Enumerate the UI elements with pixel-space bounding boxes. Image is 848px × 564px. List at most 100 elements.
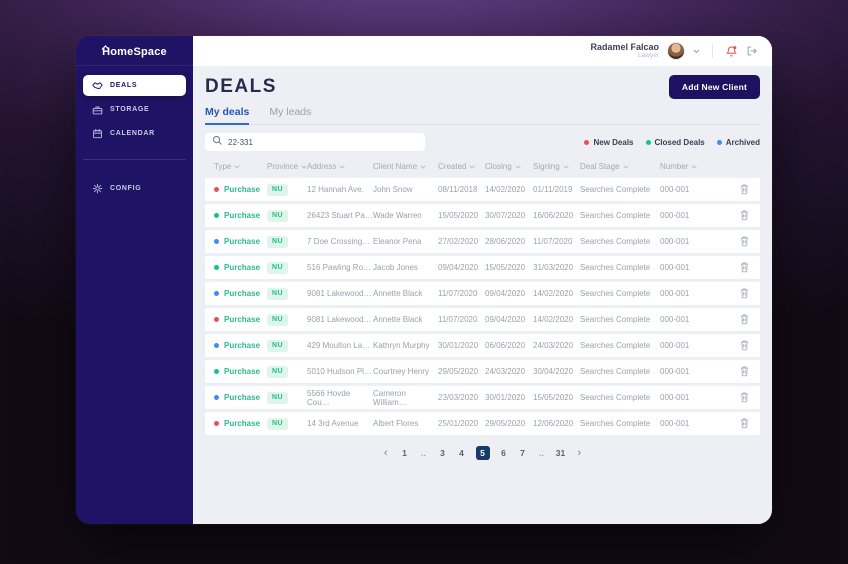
pagination-page-5[interactable]: 5 — [475, 446, 490, 460]
delete-row-button[interactable] — [739, 183, 750, 197]
cell-created: 25/01/2020 — [438, 419, 479, 428]
table-row[interactable]: Purchase NU 516 Pawling Ro… Jacob Jones … — [205, 256, 760, 279]
cell-deal-stage: Searches Complete — [580, 341, 651, 350]
cell-closing: 09/04/2020 — [485, 315, 526, 324]
notifications-bell-icon[interactable] — [725, 45, 738, 58]
logout-icon[interactable] — [746, 45, 758, 57]
table-row[interactable]: Purchase NU 14 3rd Avenue Albert Flores … — [205, 412, 760, 435]
province-badge: NU — [267, 261, 288, 274]
column-header-number[interactable]: Number — [660, 162, 715, 171]
pagination-ellipsis: .. — [539, 448, 544, 458]
sort-chevron-down-icon — [515, 162, 521, 171]
cell-province: NU — [267, 261, 307, 274]
briefcase-icon — [92, 105, 103, 115]
tab-my-deals[interactable]: My deals — [205, 106, 250, 125]
cell-created: 30/01/2020 — [438, 341, 479, 350]
column-header-stage[interactable]: Deal Stage — [580, 162, 660, 171]
province-badge: NU — [267, 417, 288, 430]
pagination-page-31[interactable]: 31 — [555, 448, 566, 458]
status-dot-icon — [214, 291, 219, 296]
cell-address: 7 Doe Crossing… — [307, 237, 371, 246]
pagination-next-icon[interactable]: › — [577, 446, 582, 459]
search-input[interactable] — [228, 137, 418, 147]
trash-icon — [739, 391, 750, 405]
cell-signing: 30/04/2020 — [533, 367, 574, 376]
cell-closing: 29/05/2020 — [485, 419, 526, 428]
cell-action — [715, 235, 760, 249]
app-window: HomeSpace DEALS STORAGE CALENDAR CONFIG … — [76, 36, 772, 524]
cell-number: 000-001 — [660, 315, 690, 324]
sidebar-item-storage[interactable]: STORAGE — [83, 99, 186, 120]
cell-closing: 15/05/2020 — [485, 263, 526, 272]
user-name: Radamel Falcao — [590, 42, 659, 53]
cell-client-name: Eleanor Pena — [373, 237, 422, 246]
add-new-client-button[interactable]: Add New Client — [668, 75, 760, 99]
delete-row-button[interactable] — [739, 339, 750, 353]
cell-province: NU — [267, 313, 307, 326]
user-menu-chevron-down-icon[interactable] — [693, 49, 700, 54]
column-header-created[interactable]: Created — [438, 162, 485, 171]
delete-row-button[interactable] — [739, 313, 750, 327]
cell-type: Purchase — [205, 341, 267, 350]
delete-row-button[interactable] — [739, 261, 750, 275]
cell-deal-stage: Searches Complete — [580, 211, 651, 220]
pagination-prev-icon[interactable]: ‹ — [383, 446, 388, 459]
sidebar-item-label: CONFIG — [110, 185, 142, 192]
status-dot-icon — [214, 187, 219, 192]
cell-action — [715, 391, 760, 405]
legend-item-closed: Closed Deals — [645, 138, 705, 147]
table-row[interactable]: Purchase NU 9081 Lakewood… Annette Black… — [205, 308, 760, 331]
deal-type-label: Purchase — [224, 211, 261, 220]
cell-client-name: Cameron William… — [373, 388, 407, 407]
table-row[interactable]: Purchase NU 26423 Stuart Pa… Wade Warren… — [205, 204, 760, 227]
cell-signing: 12/06/2020 — [533, 419, 574, 428]
pagination-page-6[interactable]: 6 — [501, 448, 506, 458]
column-header-label: Created — [438, 162, 467, 171]
cell-closing: 24/03/2020 — [485, 367, 526, 376]
cell-address: 516 Pawling Ro… — [307, 263, 372, 272]
sidebar-item-calendar[interactable]: CALENDAR — [83, 123, 186, 144]
cell-signing: 11/07/2020 — [533, 237, 573, 246]
cell-signing: 16/06/2020 — [533, 211, 574, 220]
delete-row-button[interactable] — [739, 209, 750, 223]
tab-my-leads[interactable]: My leads — [269, 106, 312, 118]
column-header-province[interactable]: Province — [267, 162, 307, 171]
delete-row-button[interactable] — [739, 235, 750, 249]
delete-row-button[interactable] — [739, 287, 750, 301]
trash-icon — [739, 287, 750, 301]
table-row[interactable]: Purchase NU 12 Hannah Ave. John Snow 08/… — [205, 178, 760, 201]
column-header-address[interactable]: Address — [307, 162, 373, 171]
sidebar-item-config[interactable]: CONFIG — [83, 178, 186, 199]
table-row[interactable]: Purchase NU 5010 Hudson Pl… Courtney Hen… — [205, 360, 760, 383]
column-header-closing[interactable]: Closing — [485, 162, 533, 171]
cell-closing: 28/06/2020 — [485, 237, 526, 246]
cell-deal-stage: Searches Complete — [580, 315, 651, 324]
province-badge: NU — [267, 183, 288, 196]
sort-chevron-down-icon — [234, 162, 240, 171]
province-badge: NU — [267, 313, 288, 326]
column-header-label: Client Name — [373, 162, 418, 171]
table-row[interactable]: Purchase NU 9081 Lakewood… Annette Black… — [205, 282, 760, 305]
delete-row-button[interactable] — [739, 417, 750, 431]
sidebar-item-deals[interactable]: DEALS — [83, 75, 186, 96]
deal-type-label: Purchase — [224, 289, 261, 298]
cell-number: 000-001 — [660, 211, 690, 220]
cell-address: 9081 Lakewood… — [307, 315, 372, 324]
column-header-label: Province — [267, 162, 299, 171]
column-header-client[interactable]: Client Name — [373, 162, 438, 171]
delete-row-button[interactable] — [739, 365, 750, 379]
table-row[interactable]: Purchase NU 7 Doe Crossing… Eleanor Pena… — [205, 230, 760, 253]
table-row[interactable]: Purchase NU 5566 Hovde Cou… Cameron Will… — [205, 386, 760, 409]
column-header-type[interactable]: Type — [205, 162, 267, 171]
delete-row-button[interactable] — [739, 391, 750, 405]
pagination-page-1[interactable]: 1 — [402, 448, 407, 458]
pagination-page-3[interactable]: 3 — [440, 448, 445, 458]
cell-type: Purchase — [205, 185, 267, 194]
pagination-page-7[interactable]: 7 — [520, 448, 525, 458]
pagination-ellipsis: .. — [421, 448, 426, 458]
table-row[interactable]: Purchase NU 429 Moulton La… Kathryn Murp… — [205, 334, 760, 357]
column-header-signing[interactable]: Signing — [533, 162, 580, 171]
avatar[interactable] — [667, 42, 685, 60]
pagination-page-4[interactable]: 4 — [459, 448, 464, 458]
